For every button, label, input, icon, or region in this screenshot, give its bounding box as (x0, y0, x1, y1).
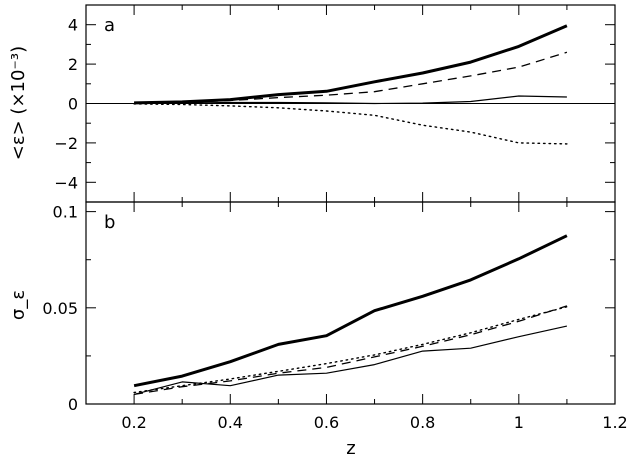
series-line-thick-solid (134, 24, 568, 105)
y-tick-label: −4 (54, 173, 78, 192)
x-axis-label: z (346, 438, 355, 459)
y-tick-label: 0 (68, 95, 78, 114)
axis-labels: <ε> (×10⁻³) σ_ε z (8, 46, 356, 459)
panel-label-b: b (104, 212, 115, 233)
panel-b: 0 0.05 0.1 0.2 0.4 0.6 0.8 1 1.2 b (42, 201, 628, 432)
series-line-dashed (134, 51, 568, 104)
series-line-thin-solid (134, 95, 567, 105)
y-axis-label-a: <ε> (×10⁻³) (8, 46, 29, 160)
y-tick-label: 2 (68, 55, 78, 74)
x-tick-label: 0.6 (314, 413, 339, 432)
x-tick-label: 0.2 (121, 413, 146, 432)
series-line-thin-solid (133, 325, 568, 395)
x-tick-label: 0.4 (218, 413, 243, 432)
y-tick-label: 4 (68, 16, 78, 35)
series-line-dotted (133, 103, 568, 145)
plot-frame-b (85, 201, 616, 405)
y-axis-label-b: σ_ε (8, 290, 29, 320)
x-tick-label: 1 (514, 413, 524, 432)
series-line-thick-solid (133, 234, 568, 388)
x-tick-label: 0.8 (410, 413, 435, 432)
y-tick-label: 0.05 (42, 299, 78, 318)
panel-label-a: a (104, 15, 115, 36)
y-tick-label: 0 (68, 395, 78, 414)
series-line-dotted (133, 306, 568, 394)
y-tick-label: 0.1 (53, 203, 78, 222)
x-tick-label: 1.2 (602, 413, 627, 432)
series-line-dashed (133, 305, 568, 396)
y-tick-label: −2 (54, 134, 78, 153)
panel-a: −4 −2 0 2 4 a (54, 4, 616, 203)
